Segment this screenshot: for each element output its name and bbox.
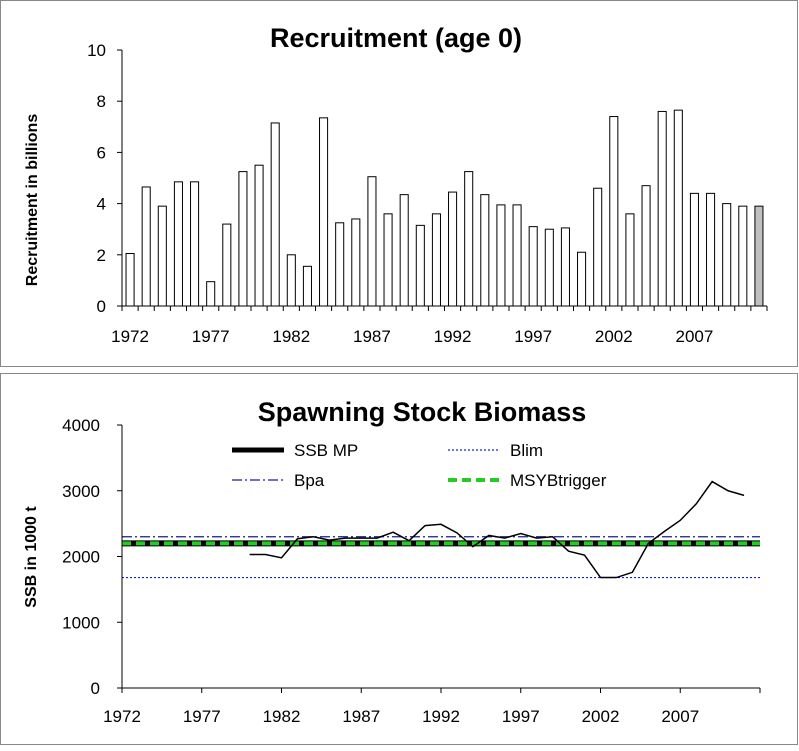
bar xyxy=(512,204,522,307)
bar xyxy=(367,176,377,307)
x-tick-label: 2007 xyxy=(661,707,699,726)
bar xyxy=(609,116,619,307)
y-tick-label: 1000 xyxy=(62,613,100,632)
bar xyxy=(383,213,393,307)
bar xyxy=(528,226,538,307)
x-tick-label: 1977 xyxy=(183,707,221,726)
series-line xyxy=(249,480,745,579)
x-tick-label: 1997 xyxy=(514,327,552,346)
ssb-panel xyxy=(0,373,798,745)
bar xyxy=(625,213,635,307)
y-tick-label: 0 xyxy=(91,679,100,698)
y-tick-label: 4000 xyxy=(62,416,100,435)
bar xyxy=(754,205,764,307)
bar xyxy=(480,194,490,307)
y-tick-label: 10 xyxy=(87,41,106,60)
x-tick-label: 2002 xyxy=(595,327,633,346)
chart-title: Recruitment (age 0) xyxy=(270,23,522,53)
x-tick-label: 2002 xyxy=(582,707,620,726)
bar xyxy=(706,192,716,307)
bar xyxy=(593,187,603,307)
bar xyxy=(496,204,506,307)
legend-label: Blim xyxy=(510,441,543,460)
legend: SSB MP Blim Bpa MSYBtrigger xyxy=(232,441,607,490)
x-tick-label: 1987 xyxy=(342,707,380,726)
bar xyxy=(577,251,587,307)
bar xyxy=(286,254,296,307)
bar xyxy=(641,185,651,307)
legend-label: MSYBtrigger xyxy=(510,471,607,490)
bar xyxy=(431,213,441,307)
bar xyxy=(254,164,264,307)
legend-label: Bpa xyxy=(294,471,325,490)
y-axis-label: SSB in 1000 t xyxy=(23,506,40,608)
x-tick-label: 1982 xyxy=(263,707,301,726)
bar xyxy=(173,181,183,307)
bar xyxy=(351,218,361,307)
x-tick-label: 2007 xyxy=(676,327,714,346)
bar xyxy=(238,171,248,307)
x-tick-label: 1972 xyxy=(111,327,149,346)
x-tick-label: 1992 xyxy=(422,707,460,726)
bar xyxy=(738,205,748,307)
bar xyxy=(415,224,425,307)
bar xyxy=(222,223,232,307)
legend-item: Blim xyxy=(448,441,543,460)
bar xyxy=(319,117,329,307)
bar xyxy=(270,122,280,307)
y-axis-label: Recruitment in billions xyxy=(24,114,41,287)
bar xyxy=(464,171,474,307)
bar xyxy=(125,253,135,307)
x-tick-label: 1977 xyxy=(192,327,230,346)
y-tick-label: 2 xyxy=(97,246,106,265)
y-tick-label: 3000 xyxy=(62,482,100,501)
bar xyxy=(399,194,409,307)
bar xyxy=(689,192,699,307)
x-tick-label: 1997 xyxy=(502,707,540,726)
recruitment-chart: Recruitment (age 0) Recruitment in billi… xyxy=(24,23,768,346)
bar xyxy=(302,265,312,307)
bar xyxy=(544,228,554,307)
y-tick-label: 8 xyxy=(97,92,106,111)
bar xyxy=(657,110,667,307)
bar xyxy=(157,205,167,307)
bar xyxy=(190,181,200,307)
bar xyxy=(673,109,683,307)
x-tick-label: 1972 xyxy=(103,707,141,726)
legend-label: SSB MP xyxy=(294,441,358,460)
y-tick-label: 0 xyxy=(97,297,106,316)
legend-item: MSYBtrigger xyxy=(448,471,607,490)
x-tick-label: 1982 xyxy=(272,327,310,346)
y-tick-label: 4 xyxy=(97,195,106,214)
y-tick-label: 6 xyxy=(97,143,106,162)
bar xyxy=(448,191,458,307)
bar xyxy=(335,222,345,307)
x-tick-label: 1992 xyxy=(434,327,472,346)
bar xyxy=(560,227,570,307)
legend-item: Bpa xyxy=(232,471,325,490)
legend-item: SSB MP xyxy=(232,441,358,460)
y-tick-label: 2000 xyxy=(62,548,100,567)
ssb-chart: Spawning Stock Biomass SSB in 1000 t 0 10… xyxy=(23,397,761,726)
x-tick-label: 1987 xyxy=(353,327,391,346)
chart-title: Spawning Stock Biomass xyxy=(258,397,587,427)
bar xyxy=(206,281,216,307)
bar xyxy=(722,203,732,307)
bar xyxy=(141,186,151,307)
